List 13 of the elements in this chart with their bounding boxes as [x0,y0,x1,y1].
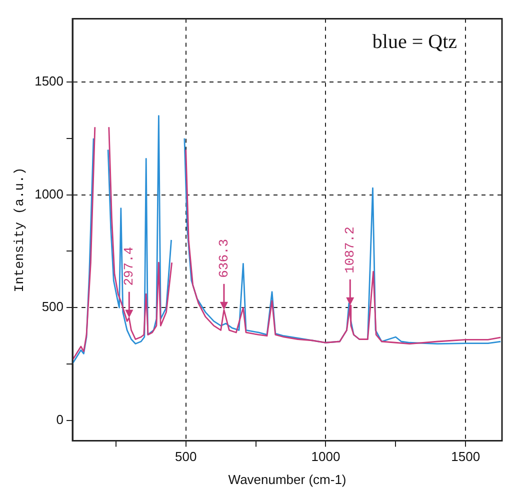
x-tick-label: 1000 [311,449,340,464]
y-tick-label: 1500 [34,74,64,89]
annotation: 636.3 [216,238,232,278]
x-axis-title: Wavenumber (cm-1) [228,472,346,487]
y-tick-label: 1000 [34,186,64,202]
annotation: blue = Qtz [372,31,458,54]
y-tick-label: 500 [42,299,64,314]
x-tick-label: 500 [174,449,197,464]
annotation: 1087.2 [342,226,358,274]
y-axis-title: Intensity (a.u.) [12,167,28,292]
y-tick-label: 0 [56,412,64,428]
x-tick-label: 1500 [451,449,480,464]
annotation: 297.4 [122,246,137,286]
